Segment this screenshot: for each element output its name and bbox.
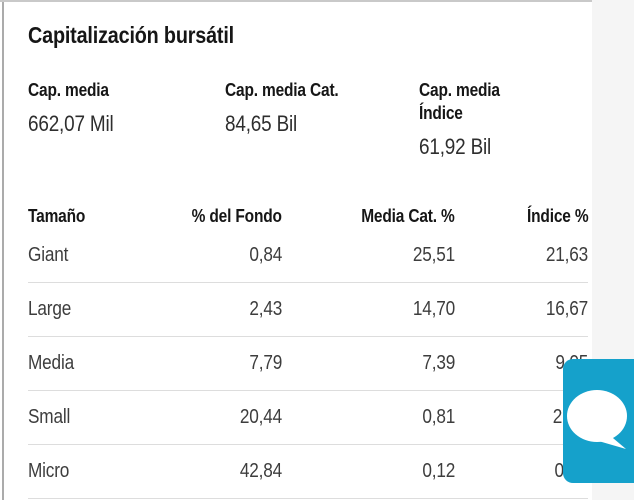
cell-fund-pct: 0,84 [249, 244, 282, 266]
cell-size: Media [28, 352, 74, 374]
stat-cap-media-cat-value: 84,65 Bil [225, 111, 298, 136]
cell-size: Micro [28, 460, 70, 482]
cell-fund-pct: 7,79 [249, 352, 282, 374]
cell-size: Giant [28, 244, 69, 266]
cell-index-pct: 16,67 [545, 298, 588, 320]
col-header-indice: Índice % [526, 205, 589, 226]
stat-cap-media-indice-value: 61,92 Bil [419, 134, 492, 159]
cell-size: Small [28, 406, 71, 428]
stat-cap-media-indice-label: Cap. media Índice [419, 80, 500, 123]
card-left-border [2, 0, 4, 500]
card-top-border [0, 0, 592, 2]
stat-cap-media-cat: Cap. media Cat. 84,65 Bil [225, 79, 390, 137]
cell-cat-avg-pct: 0,12 [422, 460, 455, 482]
cell-size: Large [28, 298, 72, 320]
table-row-large: Large 2,43 14,70 16,67 [28, 283, 588, 337]
stat-cap-media-label: Cap. media [28, 80, 109, 100]
cell-cat-avg-pct: 0,81 [422, 406, 455, 428]
chat-widget-button[interactable] [563, 359, 634, 483]
table-body: Giant 0,84 25,51 21,63 Large 2,43 14,70 16,67 Me… [28, 229, 588, 499]
table-row-small: Small 20,44 0,81 2, [28, 391, 588, 445]
col-header-tamano: Tamaño [28, 205, 86, 226]
market-cap-table: Tamaño % del Fondo Media Cat. % Índice %… [28, 203, 588, 499]
col-header-del-fondo: % del Fondo [191, 205, 282, 226]
cell-fund-pct: 20,44 [239, 406, 282, 428]
col-header-media-cat: Media Cat. % [361, 205, 456, 226]
cell-cat-avg-pct: 7,39 [422, 352, 455, 374]
page-title-text: Capitalización bursátil [28, 22, 234, 48]
stat-cap-media-cat-label: Cap. media Cat. [225, 80, 339, 100]
table-header-row: Tamaño % del Fondo Media Cat. % Índice % [28, 203, 588, 229]
stat-cap-media-indice: Cap. media Índice 61,92 Bil [419, 79, 531, 160]
table-row-giant: Giant 0,84 25,51 21,63 [28, 229, 588, 283]
cell-fund-pct: 2,43 [249, 298, 282, 320]
cell-cat-avg-pct: 25,51 [412, 244, 455, 266]
speech-bubble-icon [567, 390, 627, 449]
cell-fund-pct: 42,84 [239, 460, 282, 482]
cell-index-pct: 21,63 [545, 244, 588, 266]
page-title: Capitalización bursátil [28, 22, 268, 49]
stat-cap-media-value: 662,07 Mil [28, 111, 114, 136]
stat-cap-media: Cap. media 662,07 Mil [28, 79, 188, 137]
cell-cat-avg-pct: 14,70 [412, 298, 455, 320]
